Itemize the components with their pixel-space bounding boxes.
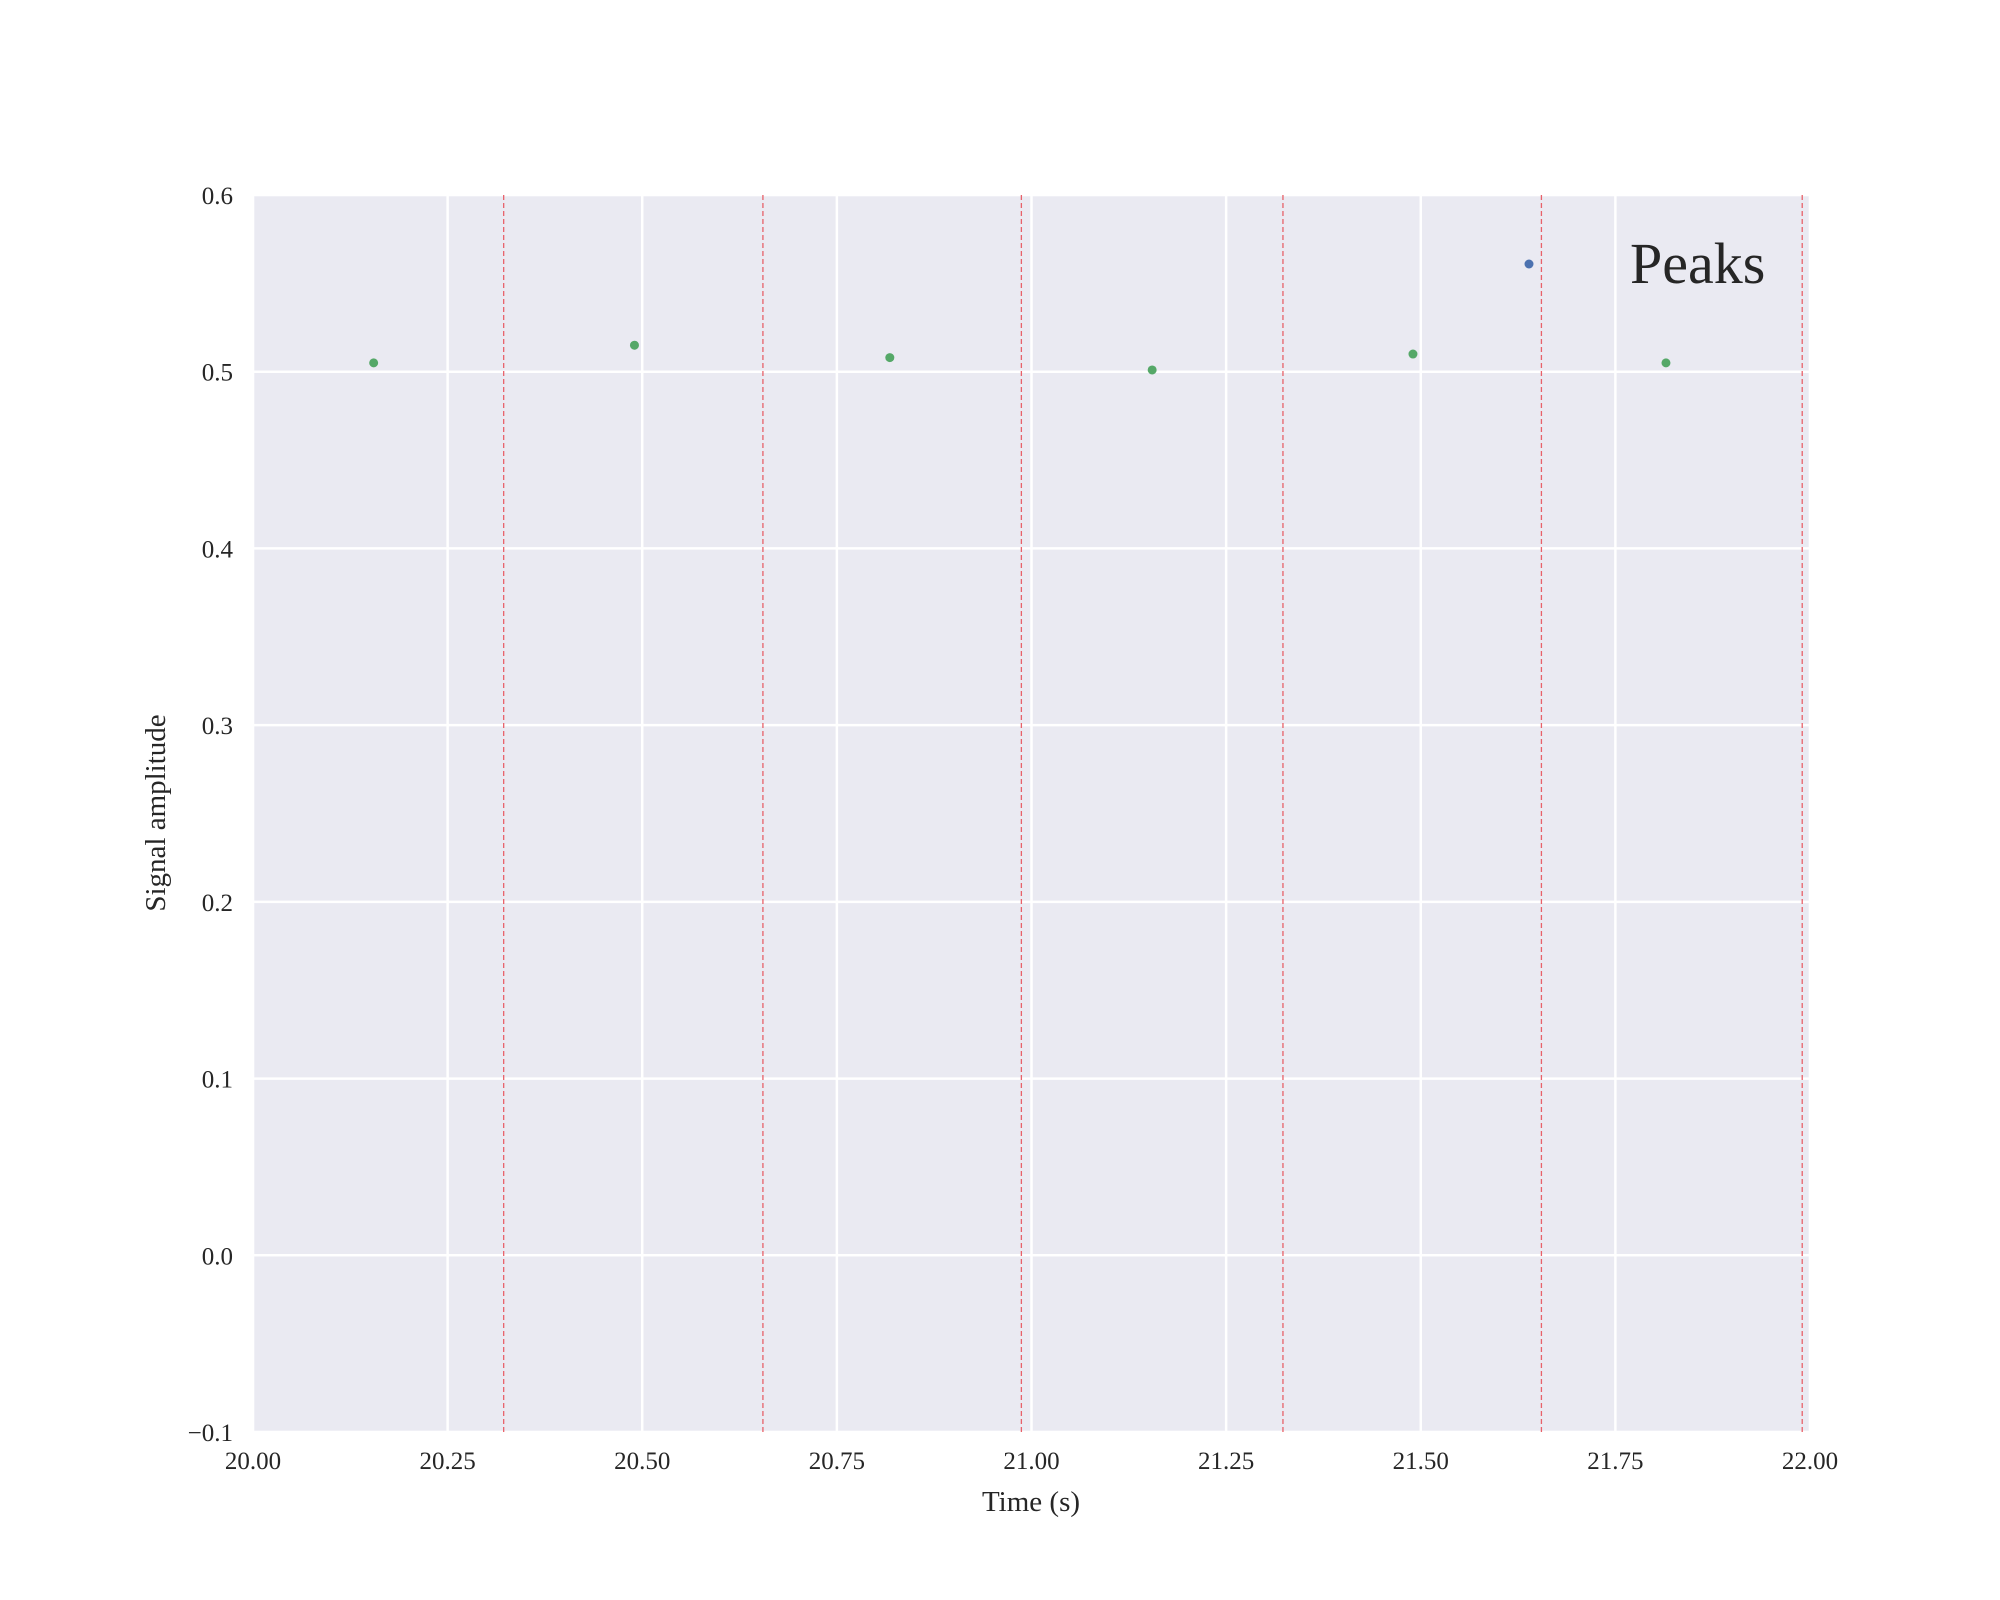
x-axis-label: Time (s) (982, 1486, 1080, 1518)
x-tick-label: 20.25 (420, 1448, 476, 1475)
data-point (1661, 358, 1671, 368)
x-tick-label: 20.00 (225, 1448, 281, 1475)
x-tick-label: 20.50 (614, 1448, 670, 1475)
y-tick-label: 0.1 (202, 1067, 233, 1094)
legend-marker (1524, 259, 1534, 269)
x-tick-labels: 20.00 20.25 20.50 20.75 21.00 21.25 21.50 21.75… (225, 1448, 1838, 1475)
y-gridlines (253, 193, 1810, 1434)
y-tick-label: 0.3 (202, 713, 233, 740)
x-tick-label: 21.25 (1198, 1448, 1254, 1475)
y-tick-label: 0.0 (202, 1243, 233, 1270)
y-tick-label: −0.1 (188, 1420, 233, 1447)
y-tick-label: 0.5 (202, 360, 233, 387)
y-tick-label: 0.6 (202, 183, 233, 210)
legend: Peaks (1524, 231, 1765, 296)
data-point (885, 353, 895, 363)
x-tick-label: 22.00 (1782, 1448, 1838, 1475)
y-tick-label: 0.4 (202, 536, 234, 563)
x-tick-label: 21.50 (1393, 1448, 1449, 1475)
x-gridlines (251, 195, 1812, 1432)
x-tick-label: 20.75 (809, 1448, 865, 1475)
y-axis-label: Signal amplitude (140, 714, 172, 911)
data-point (369, 358, 379, 368)
data-point (1147, 365, 1157, 375)
peak-interval-lines (503, 195, 1803, 1432)
x-tick-label: 21.00 (1003, 1448, 1059, 1475)
legend-label: Peaks (1630, 231, 1765, 296)
data-point (1408, 349, 1418, 359)
data-points (369, 340, 1671, 375)
y-tick-labels: −0.1 0.0 0.1 0.2 0.3 0.4 0.5 0.6 (188, 183, 234, 1447)
data-point (629, 340, 639, 350)
y-tick-label: 0.2 (202, 890, 233, 917)
x-tick-label: 21.75 (1587, 1448, 1643, 1475)
